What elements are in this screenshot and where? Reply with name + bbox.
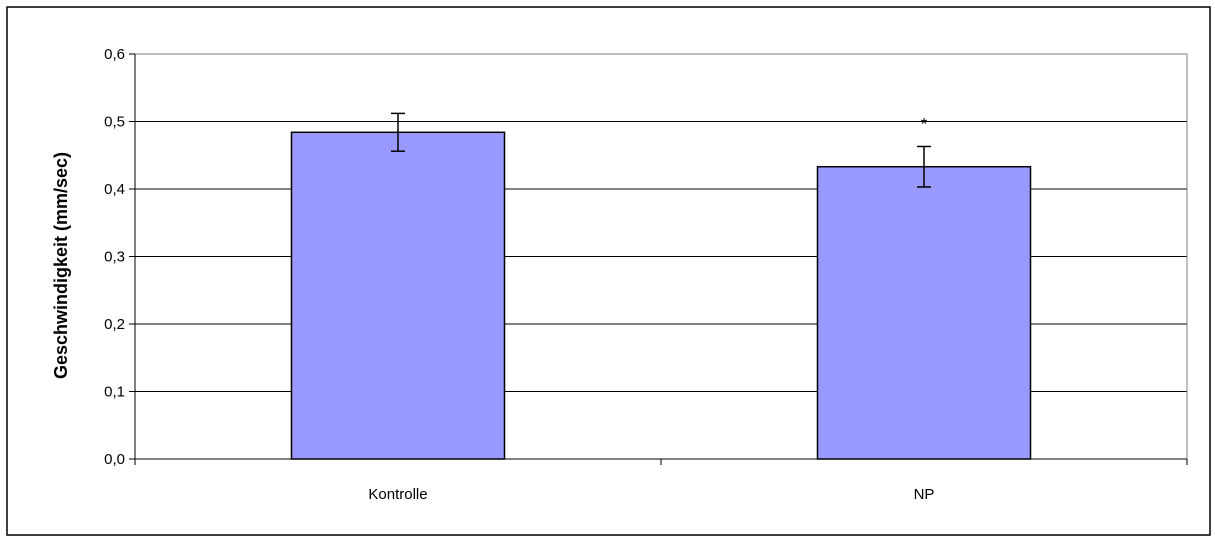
significance-marker: * [921,114,928,133]
x-tick-label: NP [914,486,935,503]
y-axis-title: Geschwindigkeit (mm/sec) [51,152,71,379]
y-tick-label: 0,3 [104,249,125,266]
error-bars [391,112,931,188]
y-tick-label: 0,6 [104,46,125,63]
bars [290,131,1032,460]
y-tick-label: 0,2 [104,316,125,333]
labels: 0,0 0,1 0,2 0,3 0,4 0,5 0,6 Kontrolle NP * [104,46,934,503]
x-tick-label: Kontrolle [368,486,427,503]
y-tick-label: 0,1 [104,384,125,401]
axes [129,53,1188,465]
bar-kontrolle [290,131,506,460]
y-tick-label: 0,4 [104,181,125,198]
bar-np [816,165,1032,460]
y-tick-label: 0,5 [104,114,125,131]
y-tick-label: 0,0 [104,451,125,468]
